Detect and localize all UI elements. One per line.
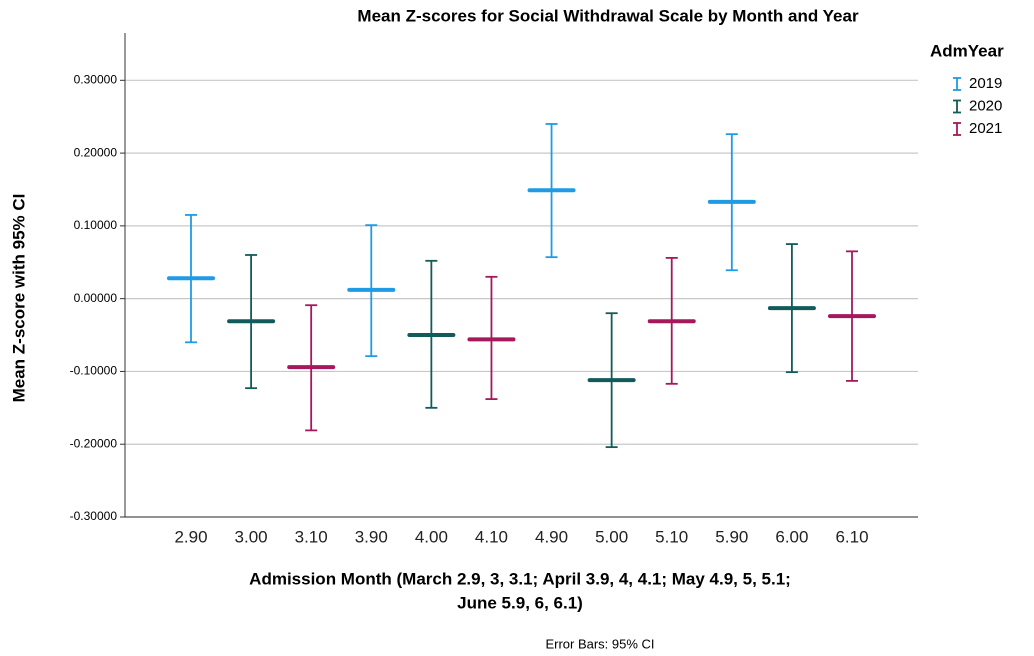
y-tick-label: 0.00000 [74,291,118,305]
legend-label: 2019 [969,75,1002,92]
legend-label: 2021 [969,120,1002,137]
x-tick-label: 4.10 [475,527,508,546]
x-tick-label: 6.10 [835,527,868,546]
y-tick-label: -0.20000 [70,436,118,450]
y-tick-label: 0.30000 [74,72,118,86]
legend-icon [953,99,961,114]
x-tick-label: 4.00 [415,527,448,546]
x-axis-title: June 5.9, 6, 6.1) [457,593,583,612]
x-tick-label: 5.10 [655,527,688,546]
x-tick-label: 3.10 [295,527,328,546]
chart-title: Mean Z-scores for Social Withdrawal Scal… [357,6,859,25]
x-tick-label: 5.90 [715,527,748,546]
footnote: Error Bars: 95% CI [545,636,654,651]
y-tick-label: -0.10000 [70,364,118,378]
x-tick-label: 6.00 [775,527,808,546]
x-tick-label: 3.00 [235,527,268,546]
x-tick-label: 3.90 [355,527,388,546]
x-tick-label: 4.90 [535,527,568,546]
legend-icon [953,122,961,136]
x-tick-label: 5.00 [595,527,628,546]
y-tick-label: 0.10000 [74,218,118,232]
y-tick-label: -0.30000 [70,509,118,523]
legend-label: 2020 [969,97,1002,114]
x-axis-title: Admission Month (March 2.9, 3, 3.1; Apri… [249,569,791,588]
legend-icon [953,77,961,91]
y-axis-title: Mean Z-score with 95% CI [9,194,28,403]
y-tick-label: 0.20000 [74,145,118,159]
legend-title: AdmYear [930,41,1004,60]
x-tick-label: 2.90 [174,527,207,546]
